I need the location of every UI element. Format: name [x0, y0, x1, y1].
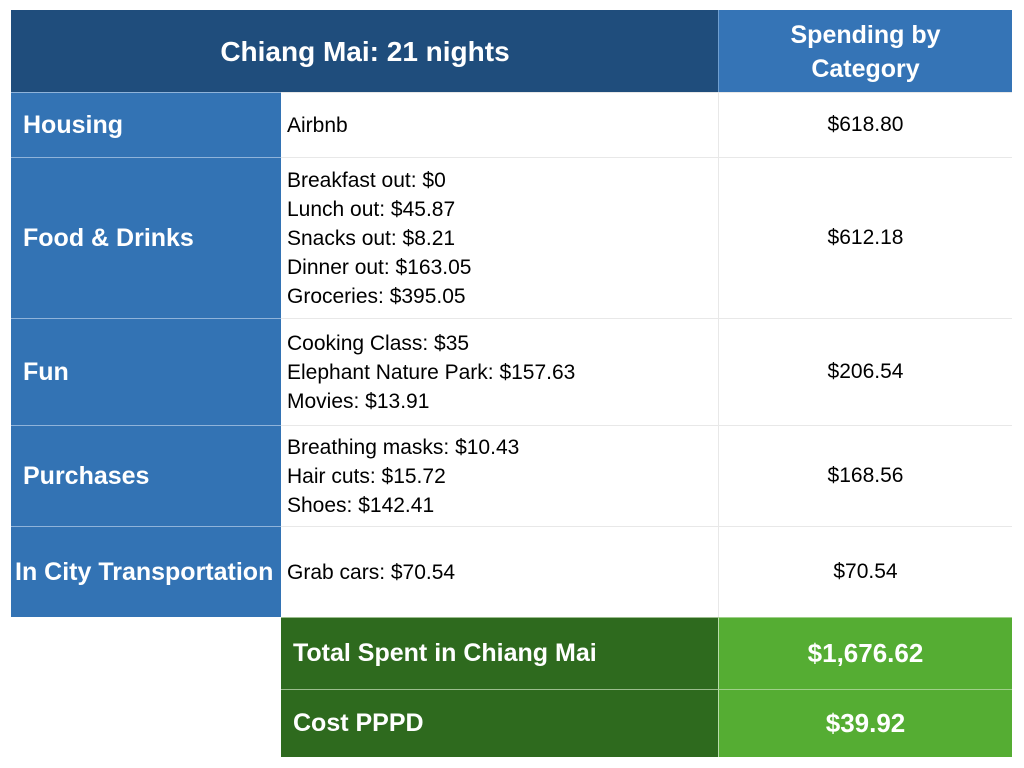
- category-amount: $206.54: [718, 318, 1012, 425]
- category-header: Spending by Category: [718, 10, 1012, 93]
- detail-item: Grab cars: $70.54: [287, 560, 456, 584]
- detail-item: Shoes: $142.41: [287, 493, 435, 517]
- category-amount: $168.56: [718, 425, 1012, 526]
- category-amount: $612.18: [718, 157, 1012, 318]
- detail-item: Groceries: $395.05: [287, 284, 466, 308]
- pppd-label: Cost PPPD: [281, 689, 719, 757]
- detail-item: Hair cuts: $15.72: [287, 464, 446, 488]
- category-label: Purchases: [11, 425, 281, 526]
- table-title: Chiang Mai: 21 nights: [11, 10, 719, 93]
- detail-item: Elephant Nature Park: $157.63: [287, 360, 576, 384]
- detail-item: Snacks out: $8.21: [287, 226, 456, 250]
- category-label: Housing: [11, 92, 281, 157]
- detail-item: Lunch out: $45.87: [287, 197, 456, 221]
- category-label: Food & Drinks: [11, 157, 281, 318]
- detail-item: Cooking Class: $35: [287, 331, 470, 355]
- category-label: Fun: [11, 318, 281, 425]
- pppd-value: $39.92: [718, 689, 1012, 757]
- detail-item: Dinner out: $163.05: [287, 255, 472, 279]
- detail-item: Airbnb: [287, 113, 348, 137]
- category-details: Breathing masks: $10.43 Hair cuts: $15.72…: [281, 425, 719, 526]
- total-label: Total Spent in Chiang Mai: [281, 617, 719, 689]
- category-amount: $70.54: [718, 526, 1012, 617]
- category-label: In City Transportation: [11, 526, 281, 617]
- category-details: Cooking Class: $35 Elephant Nature Park: …: [281, 318, 719, 425]
- detail-item: Breakfast out: $0: [287, 168, 446, 192]
- detail-item: Movies: $13.91: [287, 389, 430, 413]
- category-amount: $618.80: [718, 92, 1012, 157]
- total-value: $1,676.62: [718, 617, 1012, 689]
- category-details: Grab cars: $70.54: [281, 526, 719, 617]
- detail-item: Breathing masks: $10.43: [287, 435, 520, 459]
- category-details: Airbnb: [281, 92, 719, 157]
- category-details: Breakfast out: $0 Lunch out: $45.87 Snacks…: [281, 157, 719, 318]
